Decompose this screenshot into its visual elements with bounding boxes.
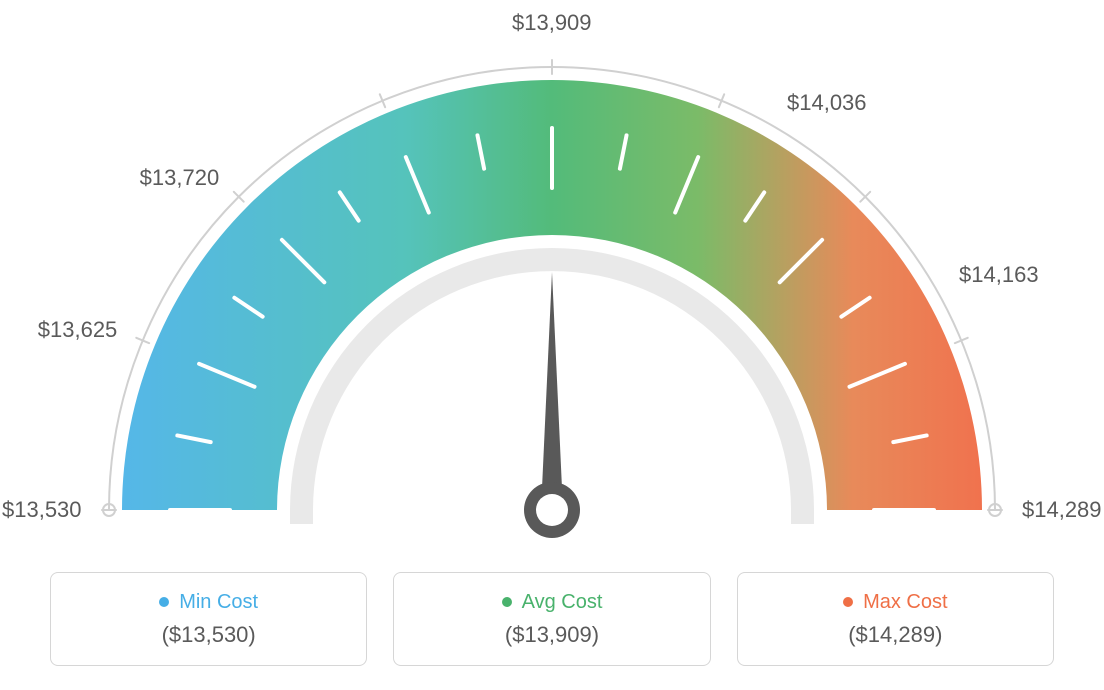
card-title: Avg Cost [502, 591, 603, 614]
legend-cards: Min Cost ($13,530) Avg Cost ($13,909) Ma… [50, 572, 1054, 666]
card-value: ($13,530) [162, 622, 256, 648]
card-title: Max Cost [843, 591, 947, 614]
card-value: ($14,289) [848, 622, 942, 648]
card-title: Min Cost [159, 591, 258, 614]
gauge-tick-label: $13,625 [38, 317, 118, 343]
card-value: ($13,909) [505, 622, 599, 648]
card-label: Avg Cost [522, 591, 603, 614]
card-label: Max Cost [863, 591, 947, 614]
card-label: Min Cost [179, 591, 258, 614]
dot-icon [843, 597, 853, 607]
gauge-tick-label: $14,289 [1022, 497, 1102, 523]
gauge-svg [0, 0, 1104, 560]
card-avg-cost: Avg Cost ($13,909) [393, 572, 710, 666]
gauge-tick-label: $13,720 [140, 165, 220, 191]
card-max-cost: Max Cost ($14,289) [737, 572, 1054, 666]
card-min-cost: Min Cost ($13,530) [50, 572, 367, 666]
gauge-tick-label: $13,530 [2, 497, 82, 523]
gauge-tick-label: $14,036 [787, 90, 867, 116]
gauge-tick-label: $13,909 [512, 10, 592, 36]
gauge-tick-label: $14,163 [959, 262, 1039, 288]
dot-icon [159, 597, 169, 607]
gauge-chart: $13,530 $13,625 $13,720 $13,909 $14,036 $14,1… [0, 0, 1104, 560]
dot-icon [502, 597, 512, 607]
